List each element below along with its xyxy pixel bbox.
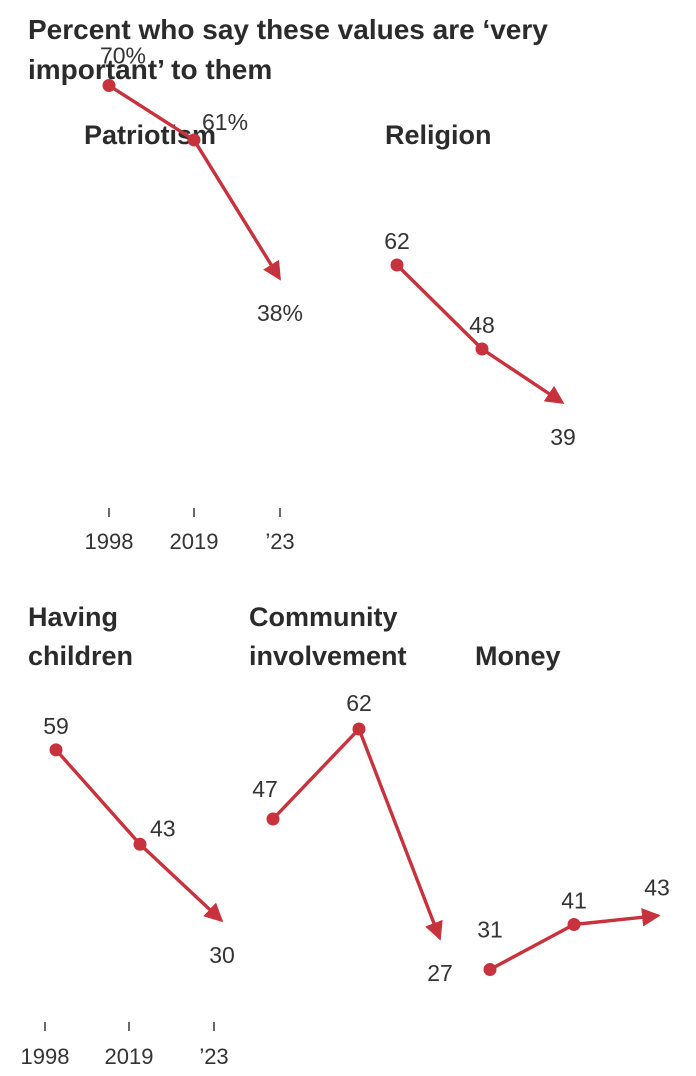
x-axis-0: 1998 2019 ’23 [85, 508, 295, 554]
series-line-segment [54, 748, 142, 846]
series-line-arrow [192, 138, 281, 281]
panel-2: Having children 59 43 30 [28, 602, 235, 968]
series-line-segment [395, 263, 484, 351]
data-label: 39 [550, 424, 576, 450]
data-label: 38% [257, 300, 303, 326]
data-label: 43 [644, 875, 670, 901]
data-point [266, 812, 280, 826]
data-point [49, 743, 63, 757]
x-tick-label: 1998 [85, 529, 134, 554]
data-point [187, 133, 201, 147]
panel-1: Religion 62 48 39 [384, 120, 576, 450]
data-label: 70% [100, 43, 146, 69]
data-label: 61% [202, 109, 248, 135]
series-line-arrow [480, 347, 565, 404]
panel-title: Religion [385, 120, 492, 150]
series-line-arrow [357, 727, 443, 941]
panel-title: Money [475, 641, 561, 671]
series-line-segment [488, 922, 576, 972]
panel-title: Having [28, 602, 118, 632]
data-label: 31 [477, 917, 503, 943]
data-label: 47 [252, 776, 278, 802]
series-line-arrow [138, 842, 224, 923]
data-label: 41 [561, 888, 587, 914]
data-point [475, 342, 489, 356]
data-label: 43 [150, 815, 176, 841]
data-point [133, 837, 147, 851]
chart-title: Percent who say these values are ‘very i… [28, 14, 548, 85]
data-label: 27 [427, 960, 453, 986]
data-label: 48 [469, 312, 495, 338]
series-line-arrow [572, 907, 661, 927]
panel-title: involvement [249, 641, 407, 671]
panel-4: Money 31 41 43 [475, 641, 670, 976]
data-point [567, 918, 581, 931]
x-tick-label: 1998 [21, 1044, 70, 1069]
series-line-segment [107, 83, 196, 142]
series-line-segment [271, 727, 361, 821]
panel-title: children [28, 641, 133, 671]
x-tick-label: 2019 [170, 529, 219, 554]
data-label: 62 [346, 690, 372, 716]
x-tick-label: ’23 [199, 1044, 228, 1069]
data-point [390, 258, 404, 272]
data-label: 30 [209, 942, 235, 968]
data-point [102, 79, 116, 92]
x-axis-1: 1998 2019 ’23 [21, 1022, 229, 1069]
x-tick-label: ’23 [265, 529, 294, 554]
data-label: 59 [43, 713, 69, 739]
data-point [352, 722, 366, 736]
panel-3: Community involvement 47 62 27 [249, 602, 453, 986]
data-label: 62 [384, 228, 410, 254]
data-point [483, 963, 497, 976]
x-tick-label: 2019 [105, 1044, 154, 1069]
panel-title: Community [249, 602, 398, 632]
